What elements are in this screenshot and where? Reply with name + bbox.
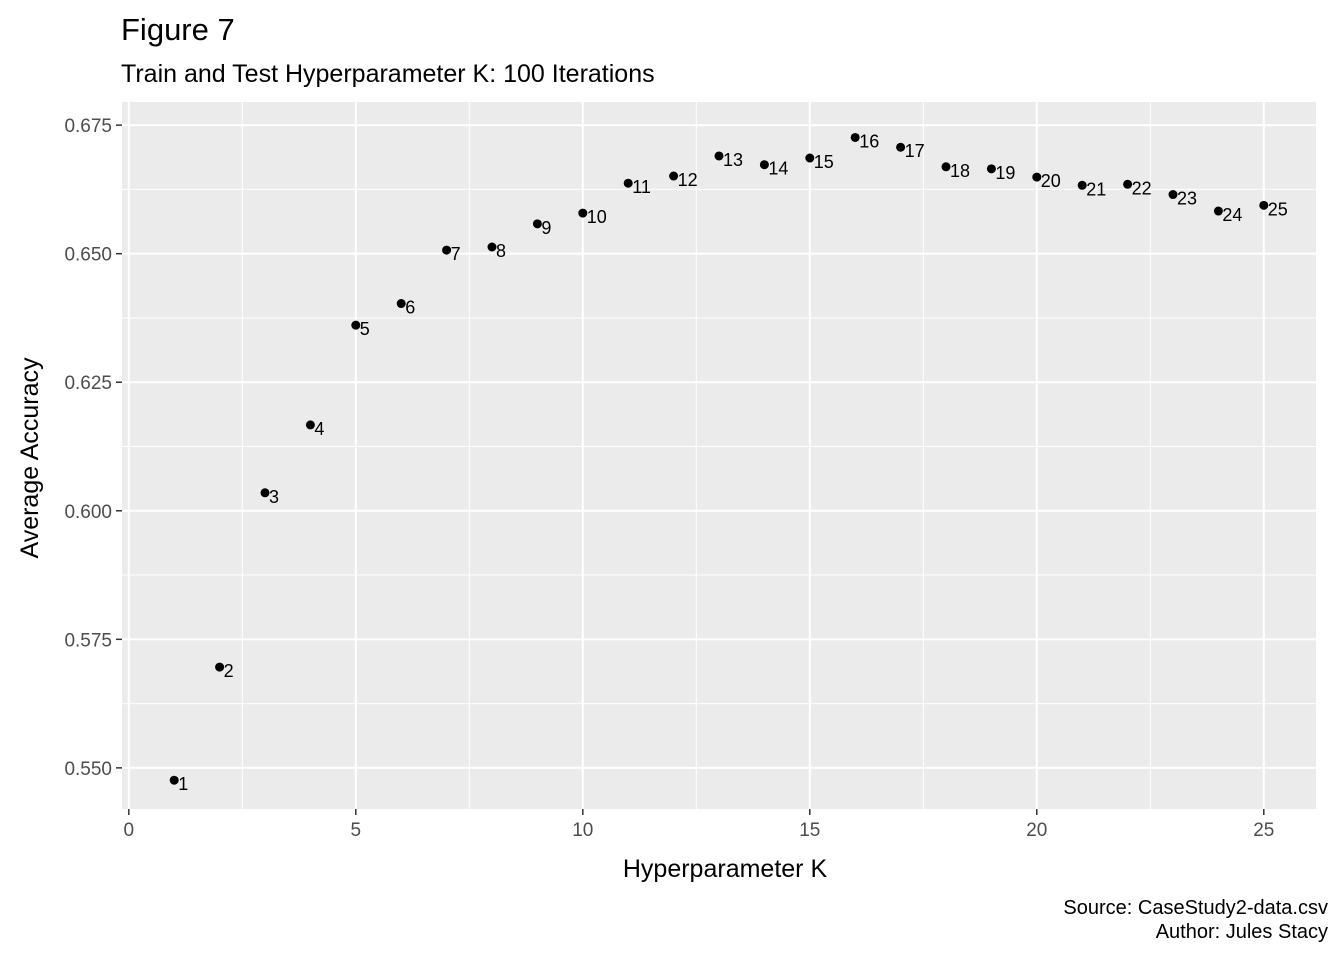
data-label: 18 bbox=[950, 161, 970, 181]
data-point bbox=[1213, 206, 1223, 216]
data-point bbox=[941, 162, 951, 172]
data-label: 12 bbox=[678, 170, 698, 190]
data-point bbox=[669, 171, 679, 181]
data-label: 7 bbox=[451, 244, 461, 264]
data-label: 11 bbox=[632, 177, 651, 197]
x-axis-ticks: 0 5 10 15 20 25 bbox=[124, 809, 1274, 841]
data-label: 16 bbox=[859, 131, 879, 151]
data-point bbox=[215, 662, 225, 672]
data-label: 25 bbox=[1268, 199, 1288, 219]
data-point bbox=[1168, 190, 1178, 200]
x-tick-label: 5 bbox=[351, 820, 362, 841]
data-label: 24 bbox=[1222, 205, 1242, 225]
data-point bbox=[714, 151, 724, 161]
caption-author: Author: Jules Stacy bbox=[1155, 921, 1328, 943]
data-point bbox=[759, 160, 769, 170]
y-tick-label: 0.550 bbox=[64, 759, 112, 780]
data-point bbox=[442, 245, 452, 255]
caption-source: Source: CaseStudy2-data.csv bbox=[1063, 897, 1328, 919]
data-point bbox=[1032, 172, 1042, 182]
data-points bbox=[169, 132, 1269, 785]
x-tick-label: 10 bbox=[572, 820, 593, 841]
data-label: 22 bbox=[1132, 178, 1152, 198]
data-label: 9 bbox=[541, 218, 551, 238]
data-point bbox=[1123, 179, 1133, 189]
figure-subtitle: Train and Test Hyperparameter K: 100 Ite… bbox=[121, 60, 655, 88]
data-label: 13 bbox=[723, 150, 743, 170]
data-label: 6 bbox=[405, 298, 415, 318]
x-tick-label: 25 bbox=[1253, 820, 1274, 841]
figure-title: Figure 7 bbox=[121, 12, 235, 47]
data-label: 19 bbox=[995, 163, 1015, 183]
data-point bbox=[986, 164, 996, 174]
data-label: 15 bbox=[814, 152, 834, 172]
x-tick-label: 15 bbox=[799, 820, 820, 841]
data-point bbox=[532, 219, 542, 229]
data-label: 2 bbox=[224, 661, 234, 681]
data-point bbox=[305, 420, 315, 430]
x-tick-label: 0 bbox=[124, 820, 135, 841]
major-gridlines bbox=[122, 102, 1316, 809]
y-tick-label: 0.575 bbox=[64, 630, 112, 651]
data-label: 21 bbox=[1086, 179, 1106, 199]
data-point bbox=[1077, 180, 1087, 190]
plot-panel bbox=[122, 102, 1316, 809]
y-tick-label: 0.675 bbox=[64, 116, 112, 137]
data-point bbox=[850, 132, 860, 142]
data-label: 4 bbox=[314, 419, 324, 439]
minor-gridlines bbox=[122, 102, 1316, 809]
data-label: 10 bbox=[587, 207, 607, 227]
data-point bbox=[623, 178, 633, 188]
data-point bbox=[896, 142, 906, 152]
data-label: 20 bbox=[1041, 171, 1061, 191]
data-point bbox=[351, 320, 361, 330]
data-label: 14 bbox=[768, 159, 788, 179]
y-axis-ticks: 0.550 0.575 0.600 0.625 0.650 0.675 bbox=[64, 116, 122, 780]
y-tick-label: 0.600 bbox=[64, 502, 112, 523]
data-label: 23 bbox=[1177, 189, 1197, 209]
data-label: 5 bbox=[360, 319, 370, 339]
y-tick-label: 0.625 bbox=[64, 373, 112, 394]
data-point bbox=[396, 299, 406, 309]
data-label: 17 bbox=[905, 141, 925, 161]
data-point bbox=[805, 153, 815, 163]
data-label: 1 bbox=[178, 774, 188, 794]
data-point bbox=[487, 242, 497, 252]
y-axis-title: Average Accuracy bbox=[16, 357, 44, 559]
y-tick-label: 0.650 bbox=[64, 245, 112, 266]
data-point bbox=[578, 208, 588, 218]
data-point bbox=[260, 488, 270, 498]
x-axis-title: Hyperparameter K bbox=[623, 855, 828, 883]
data-label: 8 bbox=[496, 241, 506, 261]
data-point bbox=[169, 775, 179, 785]
x-tick-label: 20 bbox=[1026, 820, 1047, 841]
data-label: 3 bbox=[269, 487, 279, 507]
data-point bbox=[1259, 200, 1269, 210]
